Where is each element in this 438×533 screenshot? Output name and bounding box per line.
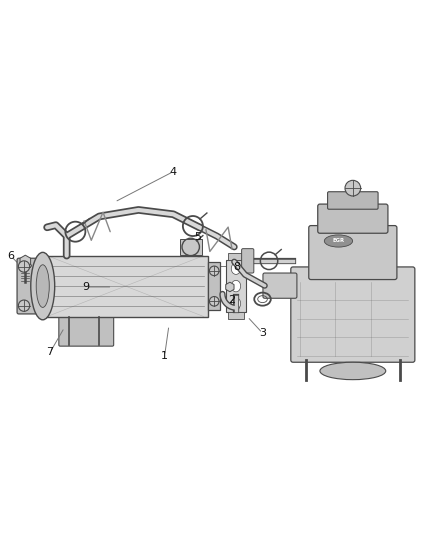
Bar	[228, 312, 244, 319]
Ellipse shape	[31, 252, 55, 320]
Circle shape	[209, 266, 219, 276]
Ellipse shape	[231, 298, 240, 309]
FancyBboxPatch shape	[328, 192, 378, 209]
FancyBboxPatch shape	[291, 267, 415, 362]
Bar	[208, 262, 220, 310]
Text: 1: 1	[161, 351, 168, 361]
Text: 7: 7	[46, 347, 54, 357]
Text: EGR: EGR	[332, 238, 345, 244]
Text: 6: 6	[7, 251, 14, 261]
Ellipse shape	[19, 263, 32, 268]
Text: 4: 4	[170, 167, 177, 176]
Circle shape	[18, 300, 30, 311]
Ellipse shape	[324, 235, 353, 247]
Ellipse shape	[36, 265, 49, 308]
FancyBboxPatch shape	[318, 204, 388, 233]
FancyBboxPatch shape	[309, 225, 397, 279]
Bar	[180, 239, 201, 255]
Ellipse shape	[231, 280, 240, 292]
Text: 2: 2	[229, 295, 236, 304]
Bar	[43, 256, 208, 317]
FancyBboxPatch shape	[242, 249, 254, 273]
Bar	[228, 254, 244, 260]
FancyBboxPatch shape	[17, 258, 40, 314]
Circle shape	[18, 261, 30, 272]
Circle shape	[345, 180, 360, 196]
Text: 5: 5	[194, 232, 201, 243]
FancyBboxPatch shape	[263, 273, 297, 298]
Polygon shape	[226, 282, 234, 292]
Bar	[226, 260, 247, 312]
Polygon shape	[20, 255, 31, 268]
Circle shape	[209, 296, 219, 306]
Text: 8: 8	[233, 262, 240, 271]
FancyBboxPatch shape	[59, 313, 114, 346]
Ellipse shape	[320, 362, 386, 379]
Text: 3: 3	[259, 328, 266, 338]
Ellipse shape	[231, 263, 240, 274]
Text: 9: 9	[83, 282, 90, 292]
